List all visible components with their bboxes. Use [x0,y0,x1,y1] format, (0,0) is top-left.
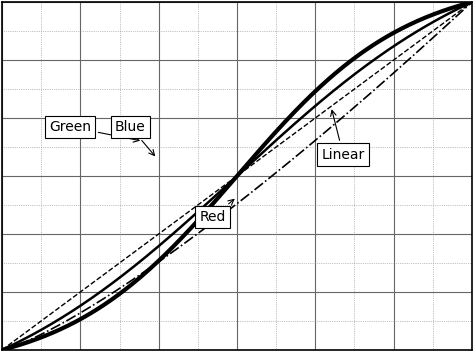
Text: Linear: Linear [321,110,365,162]
Text: Blue: Blue [115,120,155,156]
Text: Green: Green [49,120,139,142]
Text: Red: Red [200,200,234,224]
